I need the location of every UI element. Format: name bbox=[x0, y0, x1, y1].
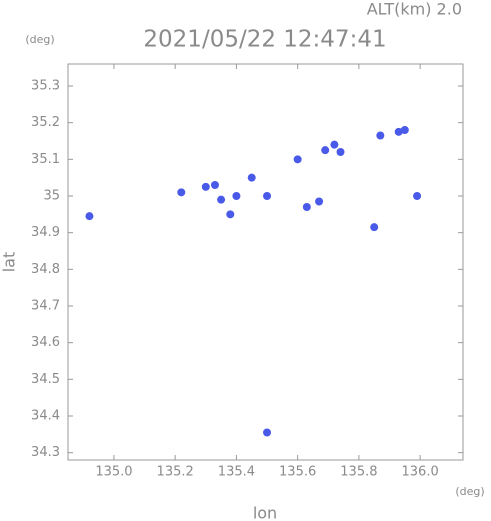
echo-point bbox=[201, 182, 210, 191]
echo-point bbox=[336, 148, 345, 156]
echo-point bbox=[263, 192, 272, 200]
y-tick-label: 34.8 bbox=[31, 262, 60, 277]
echo-point bbox=[232, 192, 241, 200]
echo-point bbox=[413, 192, 422, 200]
x-tick-label: 135.2 bbox=[157, 465, 194, 480]
y-tick-label: 34.3 bbox=[31, 445, 60, 460]
echo-point bbox=[263, 428, 272, 437]
x-tick-label: 135.8 bbox=[340, 465, 377, 480]
y-tick-label: 35.1 bbox=[31, 152, 60, 167]
x-tick-label: 136.0 bbox=[402, 465, 439, 480]
y-tick-label: 34.7 bbox=[31, 299, 60, 314]
plot-frame bbox=[67, 63, 464, 461]
y-tick-label: 35.2 bbox=[31, 115, 60, 130]
echo-point bbox=[85, 212, 94, 221]
echo-point bbox=[376, 131, 385, 140]
y-tick-label: 35.3 bbox=[31, 79, 60, 94]
y-tick-label: 34.4 bbox=[31, 409, 60, 424]
altitude-label: ALT(km) 2.0 bbox=[367, 0, 462, 19]
y-unit: (deg) bbox=[25, 33, 54, 46]
x-tick-label: 135.0 bbox=[95, 465, 132, 480]
echo-point bbox=[247, 173, 256, 182]
x-tick-label: 135.4 bbox=[218, 465, 255, 480]
echo-point bbox=[315, 197, 324, 206]
x-unit: (deg) bbox=[455, 485, 484, 498]
echo-point bbox=[370, 223, 379, 232]
echo-point bbox=[293, 155, 302, 164]
echo-point bbox=[177, 188, 186, 197]
echo-point bbox=[210, 181, 219, 189]
y-tick-label: 34.6 bbox=[31, 335, 60, 350]
y-tick-label: 35 bbox=[43, 189, 60, 204]
chart-title: 2021/05/22 12:47:41 bbox=[143, 27, 386, 53]
echo-point bbox=[330, 140, 339, 149]
x-axis-label: lon bbox=[253, 504, 277, 521]
echo-point bbox=[302, 203, 311, 211]
echo-point bbox=[226, 210, 235, 219]
y-tick-label: 34.9 bbox=[31, 225, 60, 240]
echo-point bbox=[217, 195, 226, 204]
y-axis-label: lat bbox=[0, 252, 19, 273]
echo-point bbox=[394, 127, 403, 136]
echo-point bbox=[400, 126, 409, 134]
y-tick-label: 34.5 bbox=[31, 372, 60, 387]
x-tick-label: 135.6 bbox=[279, 465, 316, 480]
echo-point bbox=[321, 146, 330, 155]
